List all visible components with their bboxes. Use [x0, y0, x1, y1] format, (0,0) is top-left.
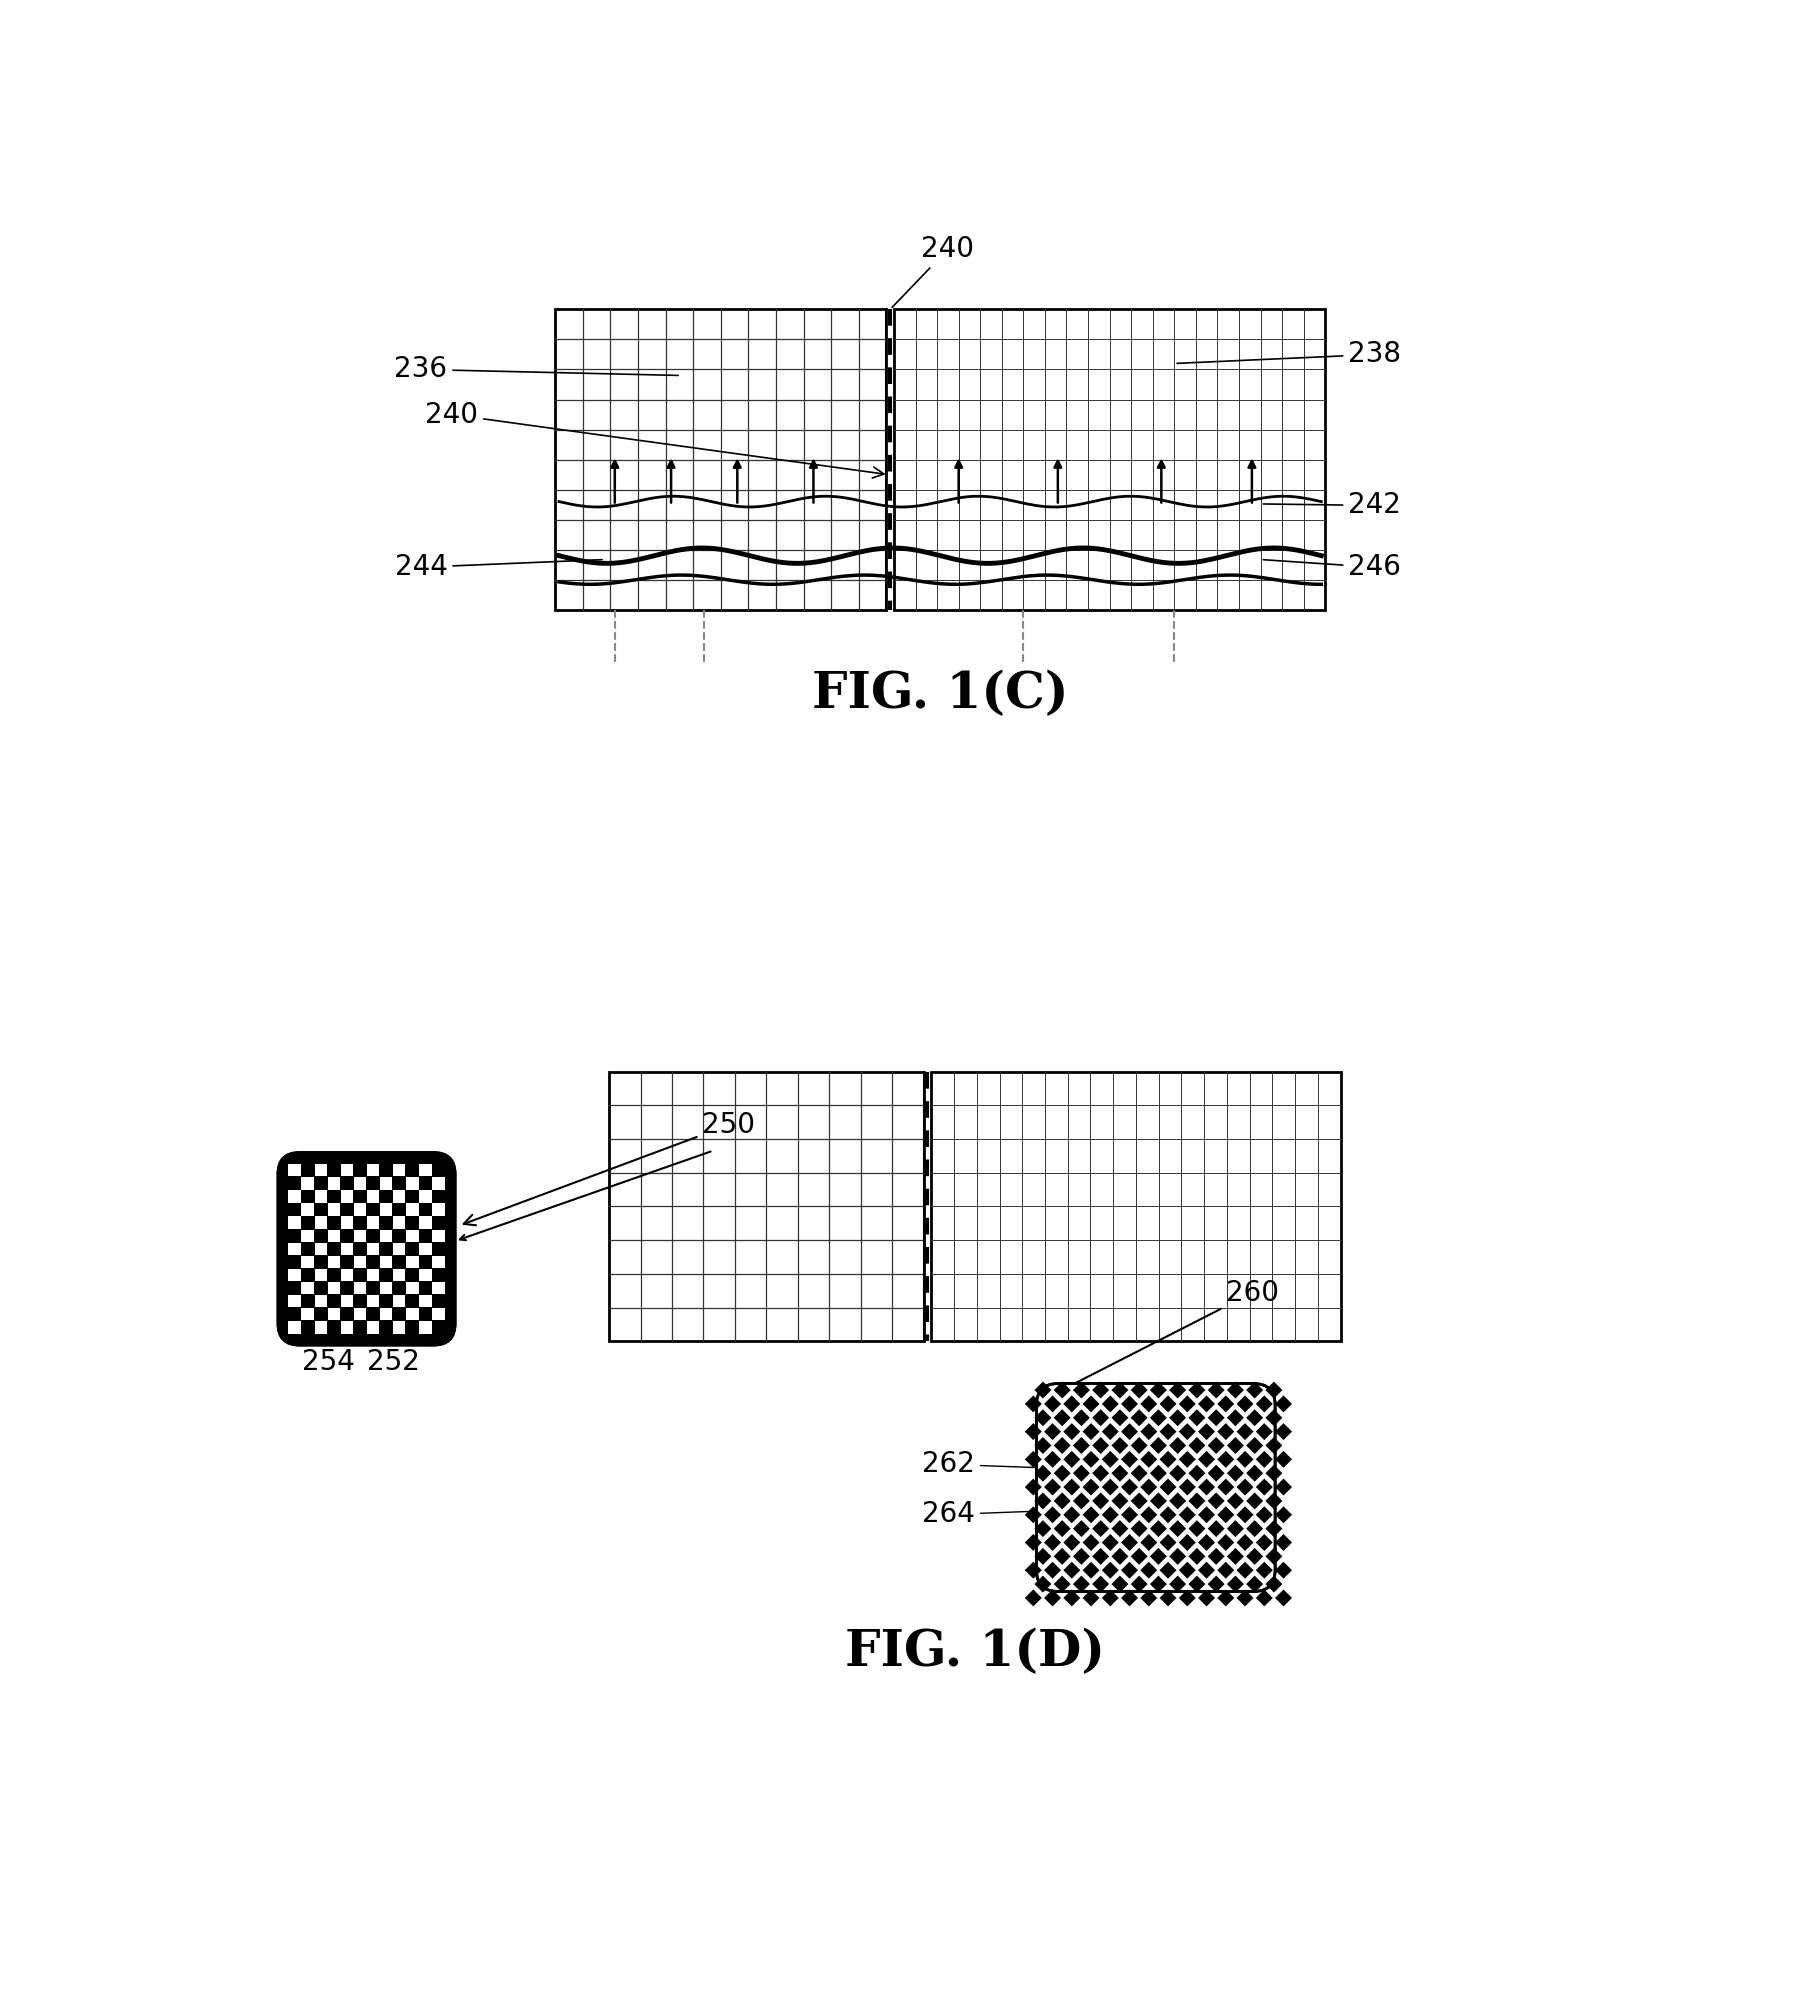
Bar — [355, 1257, 365, 1269]
Bar — [433, 1283, 445, 1295]
Text: 240: 240 — [893, 236, 974, 308]
Bar — [433, 1177, 445, 1189]
Bar — [327, 1283, 340, 1295]
Text: 264: 264 — [922, 1501, 1049, 1529]
Bar — [367, 1191, 380, 1203]
Bar — [289, 1321, 300, 1333]
Bar — [340, 1165, 353, 1177]
Bar — [420, 1165, 431, 1177]
Text: 262: 262 — [922, 1451, 1053, 1479]
Bar — [380, 1309, 393, 1321]
Bar — [367, 1269, 380, 1281]
Bar — [931, 1073, 1340, 1341]
Text: 238: 238 — [1176, 340, 1402, 368]
Bar — [315, 1217, 327, 1229]
FancyBboxPatch shape — [278, 1153, 454, 1345]
Text: 246: 246 — [1264, 552, 1402, 580]
Bar — [367, 1321, 380, 1333]
Bar — [380, 1203, 393, 1217]
Bar — [405, 1177, 418, 1189]
Bar — [420, 1191, 431, 1203]
Bar — [289, 1191, 300, 1203]
Bar — [289, 1217, 300, 1229]
Bar — [405, 1257, 418, 1269]
Bar — [355, 1177, 365, 1189]
Bar — [393, 1217, 405, 1229]
Text: 240: 240 — [425, 400, 884, 478]
FancyBboxPatch shape — [1036, 1383, 1274, 1591]
Bar — [433, 1309, 445, 1321]
Bar — [355, 1283, 365, 1295]
Bar — [894, 310, 1325, 610]
Bar — [327, 1177, 340, 1189]
Bar — [315, 1321, 327, 1333]
Bar — [609, 1073, 924, 1341]
Bar — [302, 1203, 315, 1217]
Bar — [420, 1269, 431, 1281]
Bar — [380, 1283, 393, 1295]
Bar — [327, 1229, 340, 1243]
Bar — [433, 1257, 445, 1269]
Text: 250: 250 — [464, 1111, 754, 1225]
Bar — [289, 1165, 300, 1177]
Bar — [380, 1177, 393, 1189]
Bar — [289, 1243, 300, 1255]
Text: 242: 242 — [1264, 492, 1402, 520]
Text: 252: 252 — [367, 1345, 420, 1377]
Bar — [327, 1309, 340, 1321]
Bar — [405, 1229, 418, 1243]
Bar — [393, 1191, 405, 1203]
Bar — [302, 1229, 315, 1243]
Text: FIG. 1(C): FIG. 1(C) — [813, 670, 1069, 718]
Bar — [420, 1217, 431, 1229]
Bar — [380, 1229, 393, 1243]
Bar — [327, 1257, 340, 1269]
Bar — [393, 1165, 405, 1177]
Bar — [289, 1295, 300, 1307]
Bar — [420, 1243, 431, 1255]
Text: 236: 236 — [395, 356, 678, 384]
Bar — [302, 1283, 315, 1295]
Bar — [302, 1309, 315, 1321]
Bar — [433, 1203, 445, 1217]
Bar — [289, 1269, 300, 1281]
Bar — [340, 1321, 353, 1333]
Bar — [315, 1269, 327, 1281]
Bar — [367, 1217, 380, 1229]
Bar — [315, 1295, 327, 1307]
Bar — [327, 1203, 340, 1217]
Bar — [554, 310, 887, 610]
Bar — [405, 1309, 418, 1321]
Bar — [355, 1309, 365, 1321]
Bar — [420, 1295, 431, 1307]
Text: 254: 254 — [302, 1345, 355, 1377]
Text: FIG. 1(D): FIG. 1(D) — [845, 1629, 1105, 1677]
Bar — [315, 1243, 327, 1255]
Bar — [355, 1229, 365, 1243]
Bar — [433, 1229, 445, 1243]
Bar — [393, 1243, 405, 1255]
Bar — [302, 1177, 315, 1189]
Bar — [380, 1257, 393, 1269]
Bar — [315, 1165, 327, 1177]
Bar — [355, 1203, 365, 1217]
Text: 260: 260 — [1056, 1279, 1280, 1393]
Bar — [340, 1295, 353, 1307]
Bar — [340, 1269, 353, 1281]
Bar — [420, 1321, 431, 1333]
Bar — [393, 1295, 405, 1307]
Bar — [340, 1243, 353, 1255]
Bar — [393, 1321, 405, 1333]
Bar — [367, 1165, 380, 1177]
Bar — [393, 1269, 405, 1281]
Text: 244: 244 — [395, 552, 602, 580]
Bar — [302, 1257, 315, 1269]
Bar — [405, 1203, 418, 1217]
Bar — [315, 1191, 327, 1203]
Bar — [340, 1191, 353, 1203]
Bar — [405, 1283, 418, 1295]
Bar — [367, 1295, 380, 1307]
Bar — [340, 1217, 353, 1229]
Bar — [367, 1243, 380, 1255]
